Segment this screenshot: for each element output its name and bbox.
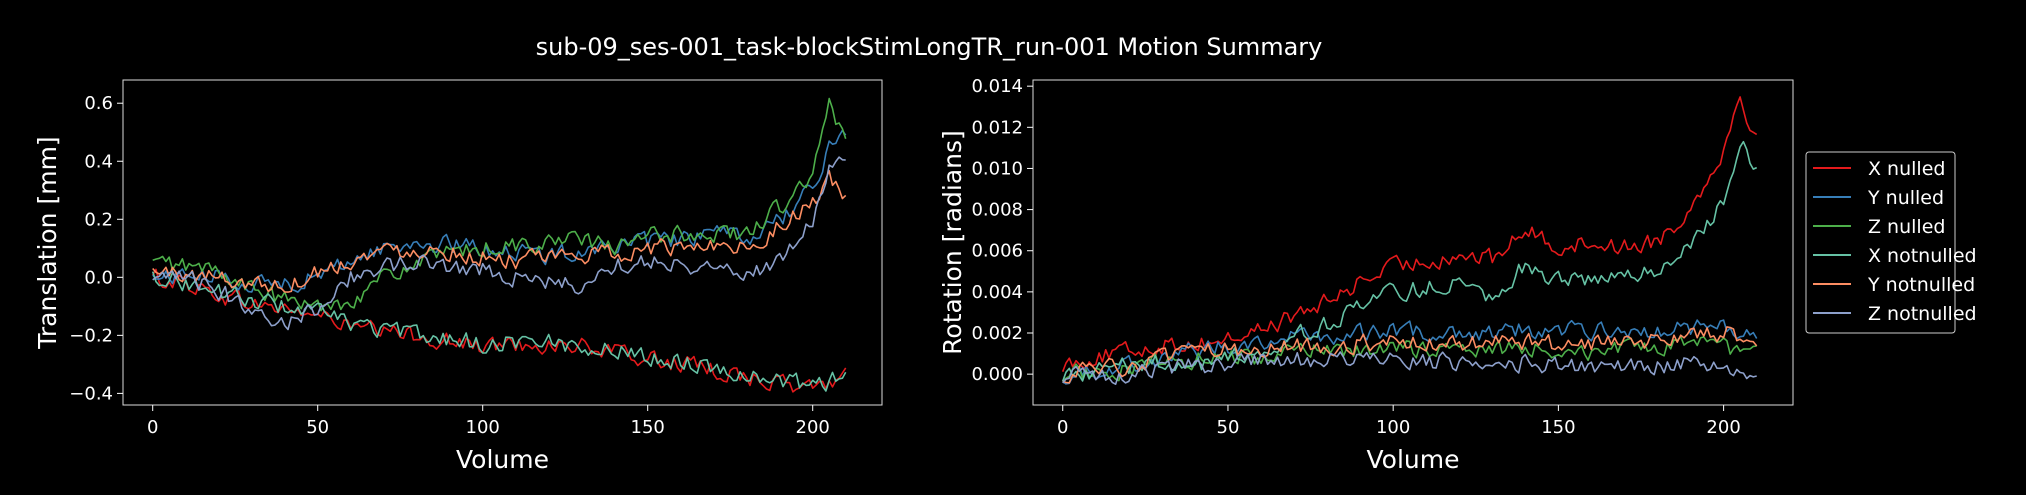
rotation-ytick-label: 0.006 — [971, 241, 1023, 262]
legend-label-x-nulled: X nulled — [1868, 158, 1945, 180]
translation-ytick-label: −0.4 — [69, 383, 113, 404]
translation-series-group — [151, 97, 847, 393]
translation-line-x-nulled — [152, 268, 847, 393]
translation-ylabel: Translation [mm] — [33, 136, 62, 349]
rotation-xtick-label: 50 — [1217, 417, 1240, 438]
rotation-xtick-label: 100 — [1376, 417, 1410, 438]
rotation-line-y-nulled — [1062, 319, 1758, 385]
rotation-ytick-label: 0.014 — [971, 76, 1023, 97]
rotation-ytick-label: 0.000 — [971, 364, 1023, 385]
rotation-ytick-label: 0.012 — [971, 117, 1023, 138]
rotation-ylabel: Rotation [radians] — [938, 130, 967, 355]
translation-ytick-label: 0.2 — [84, 209, 113, 230]
translation-xtick-label: 150 — [631, 417, 665, 438]
translation-xtick-label: 0 — [147, 417, 158, 438]
rotation-xtick-label: 150 — [1541, 417, 1575, 438]
translation-ytick-label: 0.4 — [84, 151, 113, 172]
translation-line-y-notnulled — [152, 170, 847, 293]
translation-xtick-label: 200 — [796, 417, 830, 438]
rotation-axes-frame — [1032, 79, 1794, 406]
legend-label-x-notnulled: X notnulled — [1868, 245, 1977, 267]
rotation-xtick-label: 0 — [1057, 417, 1068, 438]
translation-line-z-notnulled — [152, 156, 846, 331]
rotation-line-z-notnulled — [1062, 351, 1757, 385]
rotation-ytick-label: 0.010 — [971, 158, 1023, 179]
translation-line-x-notnulled — [151, 271, 847, 392]
rotation-line-y-notnulled — [1062, 326, 1758, 384]
legend-label-y-nulled: Y nulled — [1867, 187, 1944, 209]
translation-axes-frame — [122, 79, 883, 406]
rotation-axes: 0 50 100 150 200 0.000 0.002 0.004 0.006 0.008 0.0… — [938, 76, 1794, 474]
rotation-ytick-label: 0.008 — [971, 200, 1023, 221]
translation-ytick-label: 0.0 — [84, 267, 113, 288]
rotation-xtick-label: 200 — [1706, 417, 1740, 438]
legend: X nulled Y nulled Z nulled X notnulled Y not… — [1805, 151, 1977, 334]
legend-label-z-notnulled: Z notnulled — [1868, 303, 1977, 325]
translation-xtick-label: 50 — [306, 417, 329, 438]
translation-ytick-label: −0.2 — [69, 325, 113, 346]
legend-label-z-nulled: Z nulled — [1868, 216, 1945, 238]
translation-xtick-label: 100 — [466, 417, 500, 438]
translation-line-y-nulled — [152, 129, 847, 293]
rotation-ytick-label: 0.004 — [971, 282, 1023, 303]
translation-xlabel: Volume — [456, 445, 549, 474]
rotation-series-group — [1061, 96, 1758, 385]
translation-line-z-nulled — [152, 97, 847, 312]
rotation-xlabel: Volume — [1367, 445, 1460, 474]
figure-title: sub-09_ses-001_task-blockStimLongTR_run-… — [536, 33, 1323, 61]
translation-axes: 0 50 100 150 200 −0.4 −0.2 0.0 0.2 0.4 0.6 Volume Tr… — [33, 79, 883, 474]
rotation-line-x-notnulled — [1061, 140, 1758, 382]
rotation-ytick-label: 0.002 — [971, 323, 1023, 344]
translation-ytick-label: 0.6 — [84, 93, 113, 114]
legend-label-y-notnulled: Y notnulled — [1867, 274, 1975, 296]
